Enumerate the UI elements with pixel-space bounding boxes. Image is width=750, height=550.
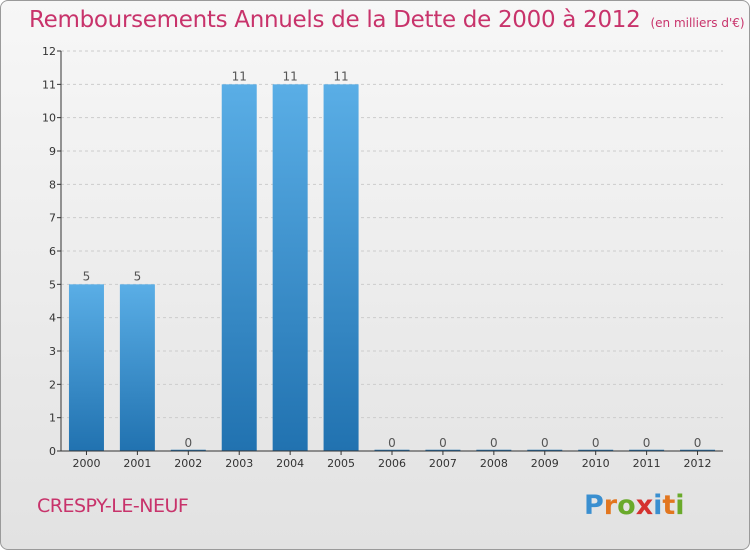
logo-letter: x xyxy=(635,490,654,521)
x-tick-label: 2008 xyxy=(480,457,508,470)
chart-title-text: Remboursements Annuels de la Dette de 20… xyxy=(29,7,641,33)
labels: 0123456789101112520005200102002112003112… xyxy=(42,45,712,470)
data-label: 0 xyxy=(439,436,447,450)
x-tick-label: 2004 xyxy=(276,457,304,470)
axes xyxy=(57,50,723,455)
data-label: 5 xyxy=(134,269,142,283)
bar xyxy=(323,84,359,451)
bar xyxy=(221,84,257,451)
bar xyxy=(272,84,308,451)
x-tick-label: 2007 xyxy=(429,457,457,470)
y-tick-label: 12 xyxy=(42,45,56,58)
data-label: 5 xyxy=(83,269,91,283)
logo-letter: i xyxy=(675,490,685,521)
data-label: 0 xyxy=(490,436,498,450)
proxiti-logo: Proxiti xyxy=(584,490,685,521)
y-tick-label: 11 xyxy=(42,78,56,91)
logo-letter: t xyxy=(662,490,676,521)
x-tick-label: 2006 xyxy=(378,457,406,470)
y-tick-label: 9 xyxy=(49,145,56,158)
bars xyxy=(68,84,716,452)
y-tick-label: 0 xyxy=(49,445,56,458)
y-tick-label: 8 xyxy=(49,178,56,191)
y-tick-label: 10 xyxy=(42,112,56,125)
chart-subtitle: (en milliers d'€) xyxy=(650,16,745,30)
x-tick-label: 2009 xyxy=(531,457,559,470)
y-tick-label: 4 xyxy=(49,312,56,325)
data-label: 0 xyxy=(388,436,396,450)
x-tick-label: 2003 xyxy=(225,457,253,470)
x-tick-label: 2012 xyxy=(684,457,712,470)
gridlines xyxy=(61,50,723,419)
x-tick-label: 2002 xyxy=(174,457,202,470)
x-tick-label: 2011 xyxy=(633,457,661,470)
y-tick-label: 7 xyxy=(49,212,56,225)
y-tick-label: 5 xyxy=(49,278,56,291)
logo-letter: i xyxy=(653,490,663,521)
data-label: 11 xyxy=(283,69,298,83)
y-tick-label: 1 xyxy=(49,412,56,425)
x-tick-label: 2001 xyxy=(123,457,151,470)
data-label: 11 xyxy=(333,69,348,83)
logo-letter: P xyxy=(584,490,604,521)
data-label: 0 xyxy=(694,436,702,450)
chart-title: Remboursements Annuels de la Dette de 20… xyxy=(29,7,745,33)
y-tick-label: 2 xyxy=(49,378,56,391)
data-label: 0 xyxy=(592,436,600,450)
bar xyxy=(119,284,155,451)
logo-letter: o xyxy=(617,490,636,521)
data-label: 0 xyxy=(643,436,651,450)
bar xyxy=(68,284,104,451)
y-tick-label: 6 xyxy=(49,245,56,258)
data-label: 0 xyxy=(541,436,549,450)
y-tick-label: 3 xyxy=(49,345,56,358)
commune-name: CRESPY-LE-NEUF xyxy=(37,495,189,517)
x-tick-label: 2000 xyxy=(72,457,100,470)
x-tick-label: 2010 xyxy=(582,457,610,470)
data-label: 0 xyxy=(184,436,192,450)
x-tick-label: 2005 xyxy=(327,457,355,470)
data-label: 11 xyxy=(232,69,247,83)
logo-letter: r xyxy=(603,490,618,521)
